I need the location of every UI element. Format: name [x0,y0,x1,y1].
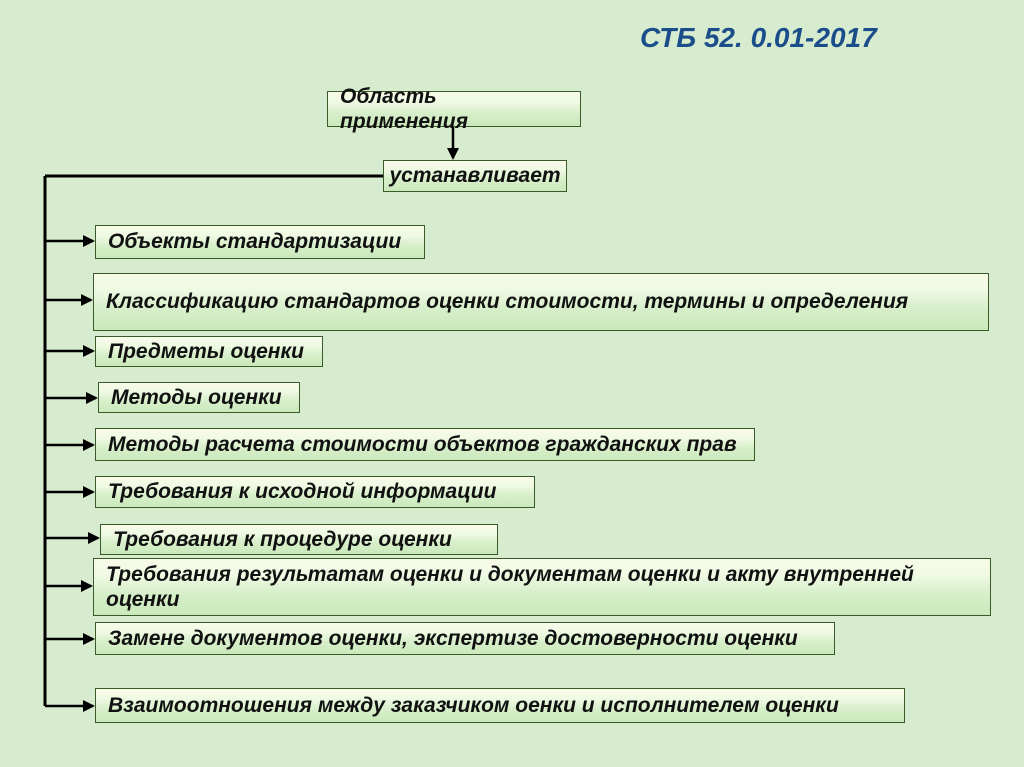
item-box-label: Требования к процедуре оценки [113,527,452,552]
item-box-label: Предметы оценки [108,339,304,364]
root-box-label: Область применения [340,84,568,134]
item-box-label: Объекты стандартизации [108,229,401,254]
item-box: Методы расчета стоимости объектов гражда… [95,428,755,461]
item-box: Методы оценки [98,382,300,413]
diagram-page: СТБ 52. 0.01-2017 Область применения уст… [0,0,1024,767]
item-box-label: Классификацию стандартов оценки стоимост… [106,289,908,314]
item-box: Объекты стандартизации [95,225,425,259]
item-box-label: Методы оценки [111,385,282,410]
page-title: СТБ 52. 0.01-2017 [640,22,877,54]
sub-box: устанавливает [383,160,567,192]
item-box-label: Требования к исходной информации [108,479,496,504]
item-box: Классификацию стандартов оценки стоимост… [93,273,989,331]
item-box: Требования к процедуре оценки [100,524,498,555]
item-box-label: Методы расчета стоимости объектов гражда… [108,432,737,457]
item-box: Взаимоотношения между заказчиком оенки и… [95,688,905,723]
item-box: Замене документов оценки, экспертизе дос… [95,622,835,655]
item-box: Требования результатам оценки и документ… [93,558,991,616]
item-box-label: Замене документов оценки, экспертизе дос… [108,626,798,651]
sub-box-label: устанавливает [389,163,560,188]
item-box: Предметы оценки [95,336,323,367]
item-box-label: Требования результатам оценки и документ… [106,562,978,612]
root-box: Область применения [327,91,581,127]
item-box: Требования к исходной информации [95,476,535,508]
item-box-label: Взаимоотношения между заказчиком оенки и… [108,693,839,718]
